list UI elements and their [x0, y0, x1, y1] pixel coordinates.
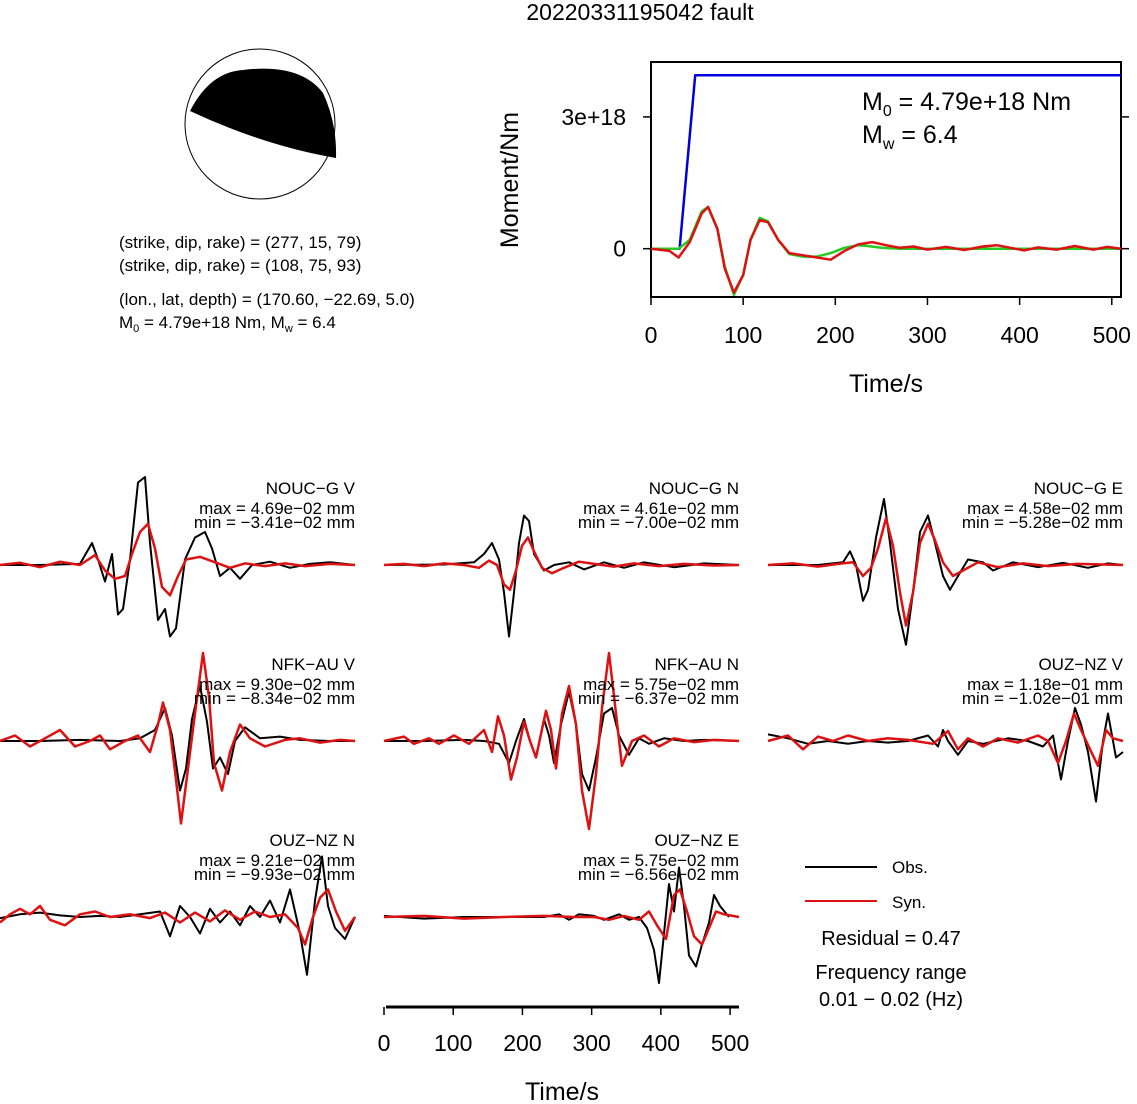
max-amplitude: max = 5.75e−02 mm — [583, 675, 739, 694]
synthetic-trace — [0, 522, 356, 597]
waveform-x-axis-label: Time/s — [525, 1078, 599, 1104]
waveform-x-tick-label: 300 — [572, 1030, 610, 1056]
observed-trace — [767, 707, 1124, 803]
observed-trace — [383, 514, 740, 638]
station-label: NOUC−G E — [1034, 479, 1123, 498]
synthetic-trace — [767, 517, 1124, 627]
max-amplitude: max = 1.18e−01 mm — [967, 675, 1123, 694]
moment-y-axis: 0 3e+18 — [561, 104, 1129, 262]
moment-m0-annotation: M0 = 4.79e+18 Nm — [862, 88, 1071, 120]
min-amplitude: min = −8.34e−02 mm — [194, 689, 355, 708]
moment-series-2 — [650, 205, 1122, 294]
max-amplitude: max = 4.58e−02 mm — [967, 499, 1123, 518]
moment-y-tick-label: 0 — [613, 236, 626, 262]
compressional-quadrant — [190, 68, 337, 158]
max-amplitude: max = 4.69e−02 mm — [199, 499, 355, 518]
legend-syn-label: Syn. — [892, 893, 926, 912]
min-amplitude: min = −3.41e−02 mm — [194, 513, 355, 532]
waveform-x-tick-label: 500 — [711, 1030, 749, 1056]
station-label: OUZ−NZ E — [654, 831, 739, 850]
synthetic-trace — [0, 651, 356, 825]
waveform-x-tick-label: 0 — [378, 1030, 391, 1056]
moment-x-tick-label: 0 — [645, 322, 658, 348]
station-label: NOUC−G V — [266, 479, 356, 498]
frequency-range-title: Frequency range — [815, 962, 966, 984]
moment-x-tick-label: 300 — [908, 322, 946, 348]
max-amplitude: max = 9.21e−02 mm — [199, 851, 355, 870]
location-depth: (lon., lat, depth) = (170.60, −22.69, 5.… — [119, 290, 415, 309]
min-amplitude: min = −1.02e−01 mm — [962, 689, 1123, 708]
moment-x-tick-label: 200 — [816, 322, 854, 348]
moment-mw-annotation: Mw = 6.4 — [862, 121, 958, 153]
moment-x-tick-label: 100 — [724, 322, 762, 348]
moment-series — [650, 73, 1122, 297]
station-label: NFK−AU N — [654, 655, 739, 674]
focal-mechanism-beachball — [184, 48, 337, 200]
nodal-plane-1: (strike, dip, rake) = (277, 15, 79) — [119, 233, 361, 252]
max-amplitude: max = 9.30e−02 mm — [199, 675, 355, 694]
min-amplitude: min = −9.93e−02 mm — [194, 865, 355, 884]
moment-y-tick-label: 3e+18 — [561, 104, 626, 130]
waveform-x-tick-label: 400 — [642, 1030, 680, 1056]
observed-trace — [0, 855, 356, 976]
synthetic-trace — [383, 651, 740, 831]
figure-title: 20220331195042 fault — [526, 0, 754, 25]
moment-y-axis-label: Moment/Nm — [496, 112, 524, 248]
observed-trace — [383, 866, 730, 984]
moment-x-tick-label: 400 — [1000, 322, 1038, 348]
moment-panel: 0 100 200 300 400 500 0 3e+18 Moment/Nm Time/s… — [496, 61, 1131, 398]
max-amplitude: max = 4.61e−02 mm — [583, 499, 739, 518]
moment-summary: M0 = 4.79e+18 Nm, Mw = 6.4 — [119, 313, 336, 335]
nodal-plane-2: (strike, dip, rake) = (108, 75, 93) — [119, 256, 361, 275]
moment-plot-frame — [650, 61, 1122, 298]
synthetic-trace — [767, 712, 1124, 768]
frequency-range-value: 0.01 − 0.02 (Hz) — [819, 989, 963, 1011]
station-label: OUZ−NZ V — [1038, 655, 1123, 674]
min-amplitude: min = −6.37e−02 mm — [578, 689, 739, 708]
legend-obs-label: Obs. — [892, 858, 928, 877]
waveform-time-axis: 0 100 200 300 400 500 — [378, 1005, 749, 1056]
min-amplitude: min = −5.28e−02 mm — [962, 513, 1123, 532]
mechanism-text: (strike, dip, rake) = (277, 15, 79) (str… — [119, 233, 415, 335]
max-amplitude: max = 5.75e−02 mm — [583, 851, 739, 870]
station-label: NOUC−G N — [649, 479, 739, 498]
min-amplitude: min = −7.00e−02 mm — [578, 513, 739, 532]
synthetic-trace — [383, 888, 740, 946]
synthetic-trace — [0, 888, 357, 946]
waveform-x-tick-label: 200 — [503, 1030, 541, 1056]
moment-x-axis-label: Time/s — [849, 370, 923, 398]
min-amplitude: min = −6.56e−02 mm — [578, 865, 739, 884]
observed-trace — [0, 685, 355, 792]
moment-x-tick-label: 500 — [1093, 322, 1131, 348]
legend: Obs. Syn. Residual = 0.47 Frequency rang… — [805, 858, 967, 1011]
station-label: NFK−AU V — [271, 655, 355, 674]
synthetic-trace — [383, 536, 740, 592]
waveform-x-tick-label: 100 — [434, 1030, 472, 1056]
residual-text: Residual = 0.47 — [821, 928, 961, 950]
moment-x-axis: 0 100 200 300 400 500 — [645, 297, 1131, 348]
station-label: OUZ−NZ N — [270, 831, 355, 850]
